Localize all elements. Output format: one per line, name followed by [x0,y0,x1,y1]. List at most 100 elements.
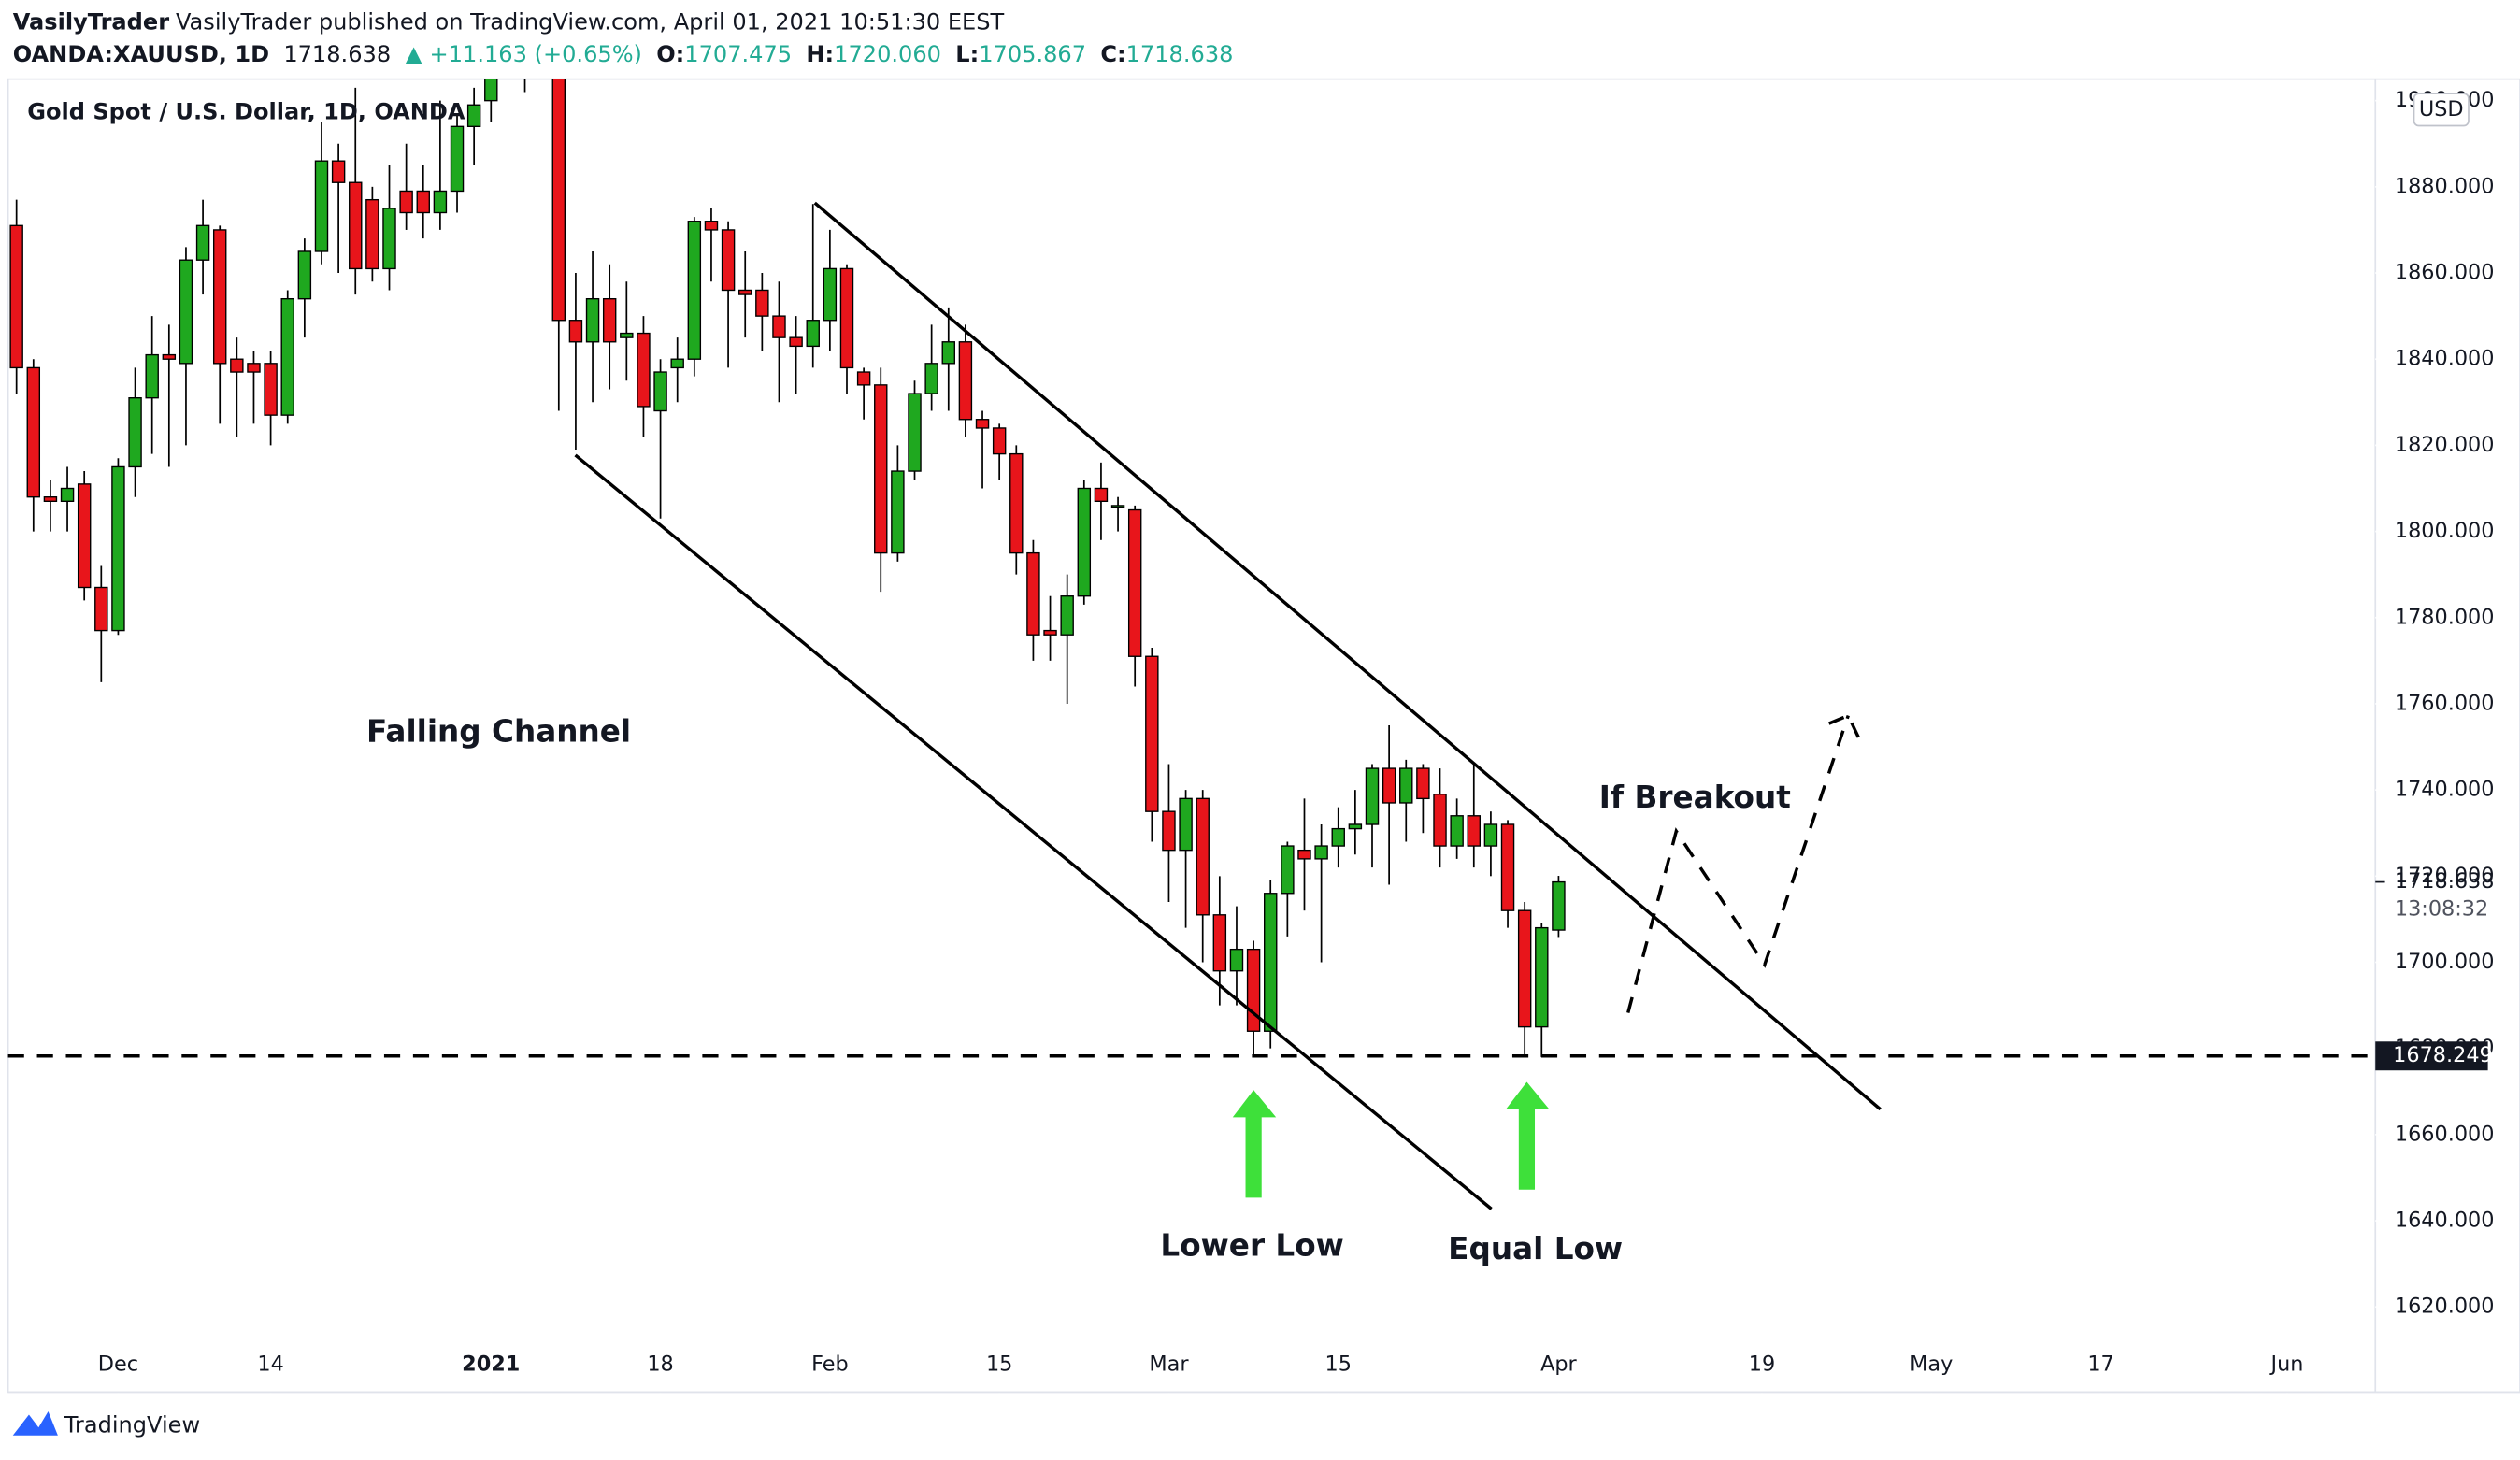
y-tick-label: 1640.000 [2395,1209,2495,1233]
candle-body [806,320,820,348]
candle-body [433,190,448,214]
projection-arrow [1828,713,1863,744]
candle-body [416,190,430,214]
chart-title: Gold Spot / U.S. Dollar, 1D, OANDA [27,99,465,125]
candle-body [823,267,838,322]
close: 1718.638 [1126,41,1234,67]
candle-body [737,289,752,295]
candle-body [94,586,108,632]
candle-body [365,198,379,270]
y-tick-label: 1860.000 [2395,261,2495,285]
candle-body [111,465,125,632]
last-price-label: 1718.638 [2395,869,2495,894]
x-tick-label: Mar [1149,1353,1189,1377]
candle-body [280,297,294,416]
y-tick-label: 1660.000 [2395,1122,2495,1146]
x-tick-label: Dec [98,1353,138,1377]
low-label: L: [955,41,979,67]
candle-body [1281,845,1295,895]
candle-body [1416,767,1430,800]
candle-body [77,483,92,589]
candle-body [1552,880,1566,931]
published-text: VasilyTrader published on TradingView.co… [176,8,1005,35]
candle-body [958,341,973,421]
candle-body [60,487,75,503]
candle-body [1467,815,1481,847]
candle-body [331,160,346,183]
change: ▲ +11.163 (+0.65%) [405,41,642,67]
candle-body [1483,823,1498,847]
price: 1718.638 [283,41,391,67]
candle-body [721,229,736,292]
candle-body [212,229,227,365]
candle-body [382,208,396,270]
candle-body [1009,452,1024,554]
candle-body [1365,767,1380,825]
candle-body [1382,767,1396,804]
candle-body [687,221,702,360]
candle-body [466,104,481,128]
x-tick-label: 15 [986,1353,1012,1377]
candle-body [704,221,719,231]
candle-body [1264,893,1278,1032]
candle-body [1026,551,1040,636]
candle-body [1179,797,1193,852]
open-label: O: [656,41,684,67]
candle-body [789,336,803,348]
candle-body [1043,629,1057,636]
annotation: Equal Low [1448,1231,1623,1267]
candle-body [908,393,922,472]
candle-body [602,297,617,343]
arrows [1232,1081,1550,1198]
candle-body [145,353,159,399]
y-tick-label: 1620.000 [2395,1295,2495,1319]
open: 1707.475 [684,41,792,67]
candle-body [484,79,498,102]
annotation: If Breakout [1599,780,1791,815]
candle-body [620,332,634,338]
countdown: 13:08:32 [2395,896,2488,921]
candle-body [1450,815,1464,847]
candle-body [856,371,871,386]
candle-body [839,267,854,369]
x-tick-label: 19 [1749,1353,1775,1377]
candle-body [1196,797,1210,916]
candle-body [975,419,990,429]
footer: TradingView [12,1411,200,1438]
close-label: C: [1100,41,1125,67]
y-tick-label: 1760.000 [2395,691,2495,715]
candle-body [128,397,142,468]
x-tick-label: Feb [811,1353,849,1377]
level-label: 1678.249 [2393,1043,2493,1067]
candle-body [1229,948,1244,972]
candle-body [941,341,955,365]
logo [12,1411,58,1436]
currency: USD [2419,97,2464,122]
candle-body [637,332,651,408]
y-tick-label: 1880.000 [2395,174,2495,198]
candle-body [450,125,465,193]
candle-body [1094,487,1109,503]
candle-body [399,190,413,214]
candle-body [1433,794,1447,847]
level-label-box [2375,1041,2488,1071]
y-tick-label: 1840.000 [2395,347,2495,371]
x-tick-label: 17 [2087,1353,2113,1377]
y-tick-label: 1800.000 [2395,519,2495,543]
candle-body [568,320,583,343]
x-tick-label: May [1910,1353,1953,1377]
annotation: Falling Channel [366,713,631,749]
candle-body [1060,595,1074,636]
candle-body [1145,655,1159,812]
candle-body [1517,909,1532,1028]
candle-body [874,384,888,554]
arrow-up [1506,1081,1550,1190]
x-tick-label: 14 [257,1353,283,1377]
candle-body [1127,508,1142,657]
candle-body [26,366,41,498]
y-tick-label: 1700.000 [2395,950,2495,974]
x-tick-label: 15 [1325,1353,1352,1377]
drawings [574,201,1882,1210]
